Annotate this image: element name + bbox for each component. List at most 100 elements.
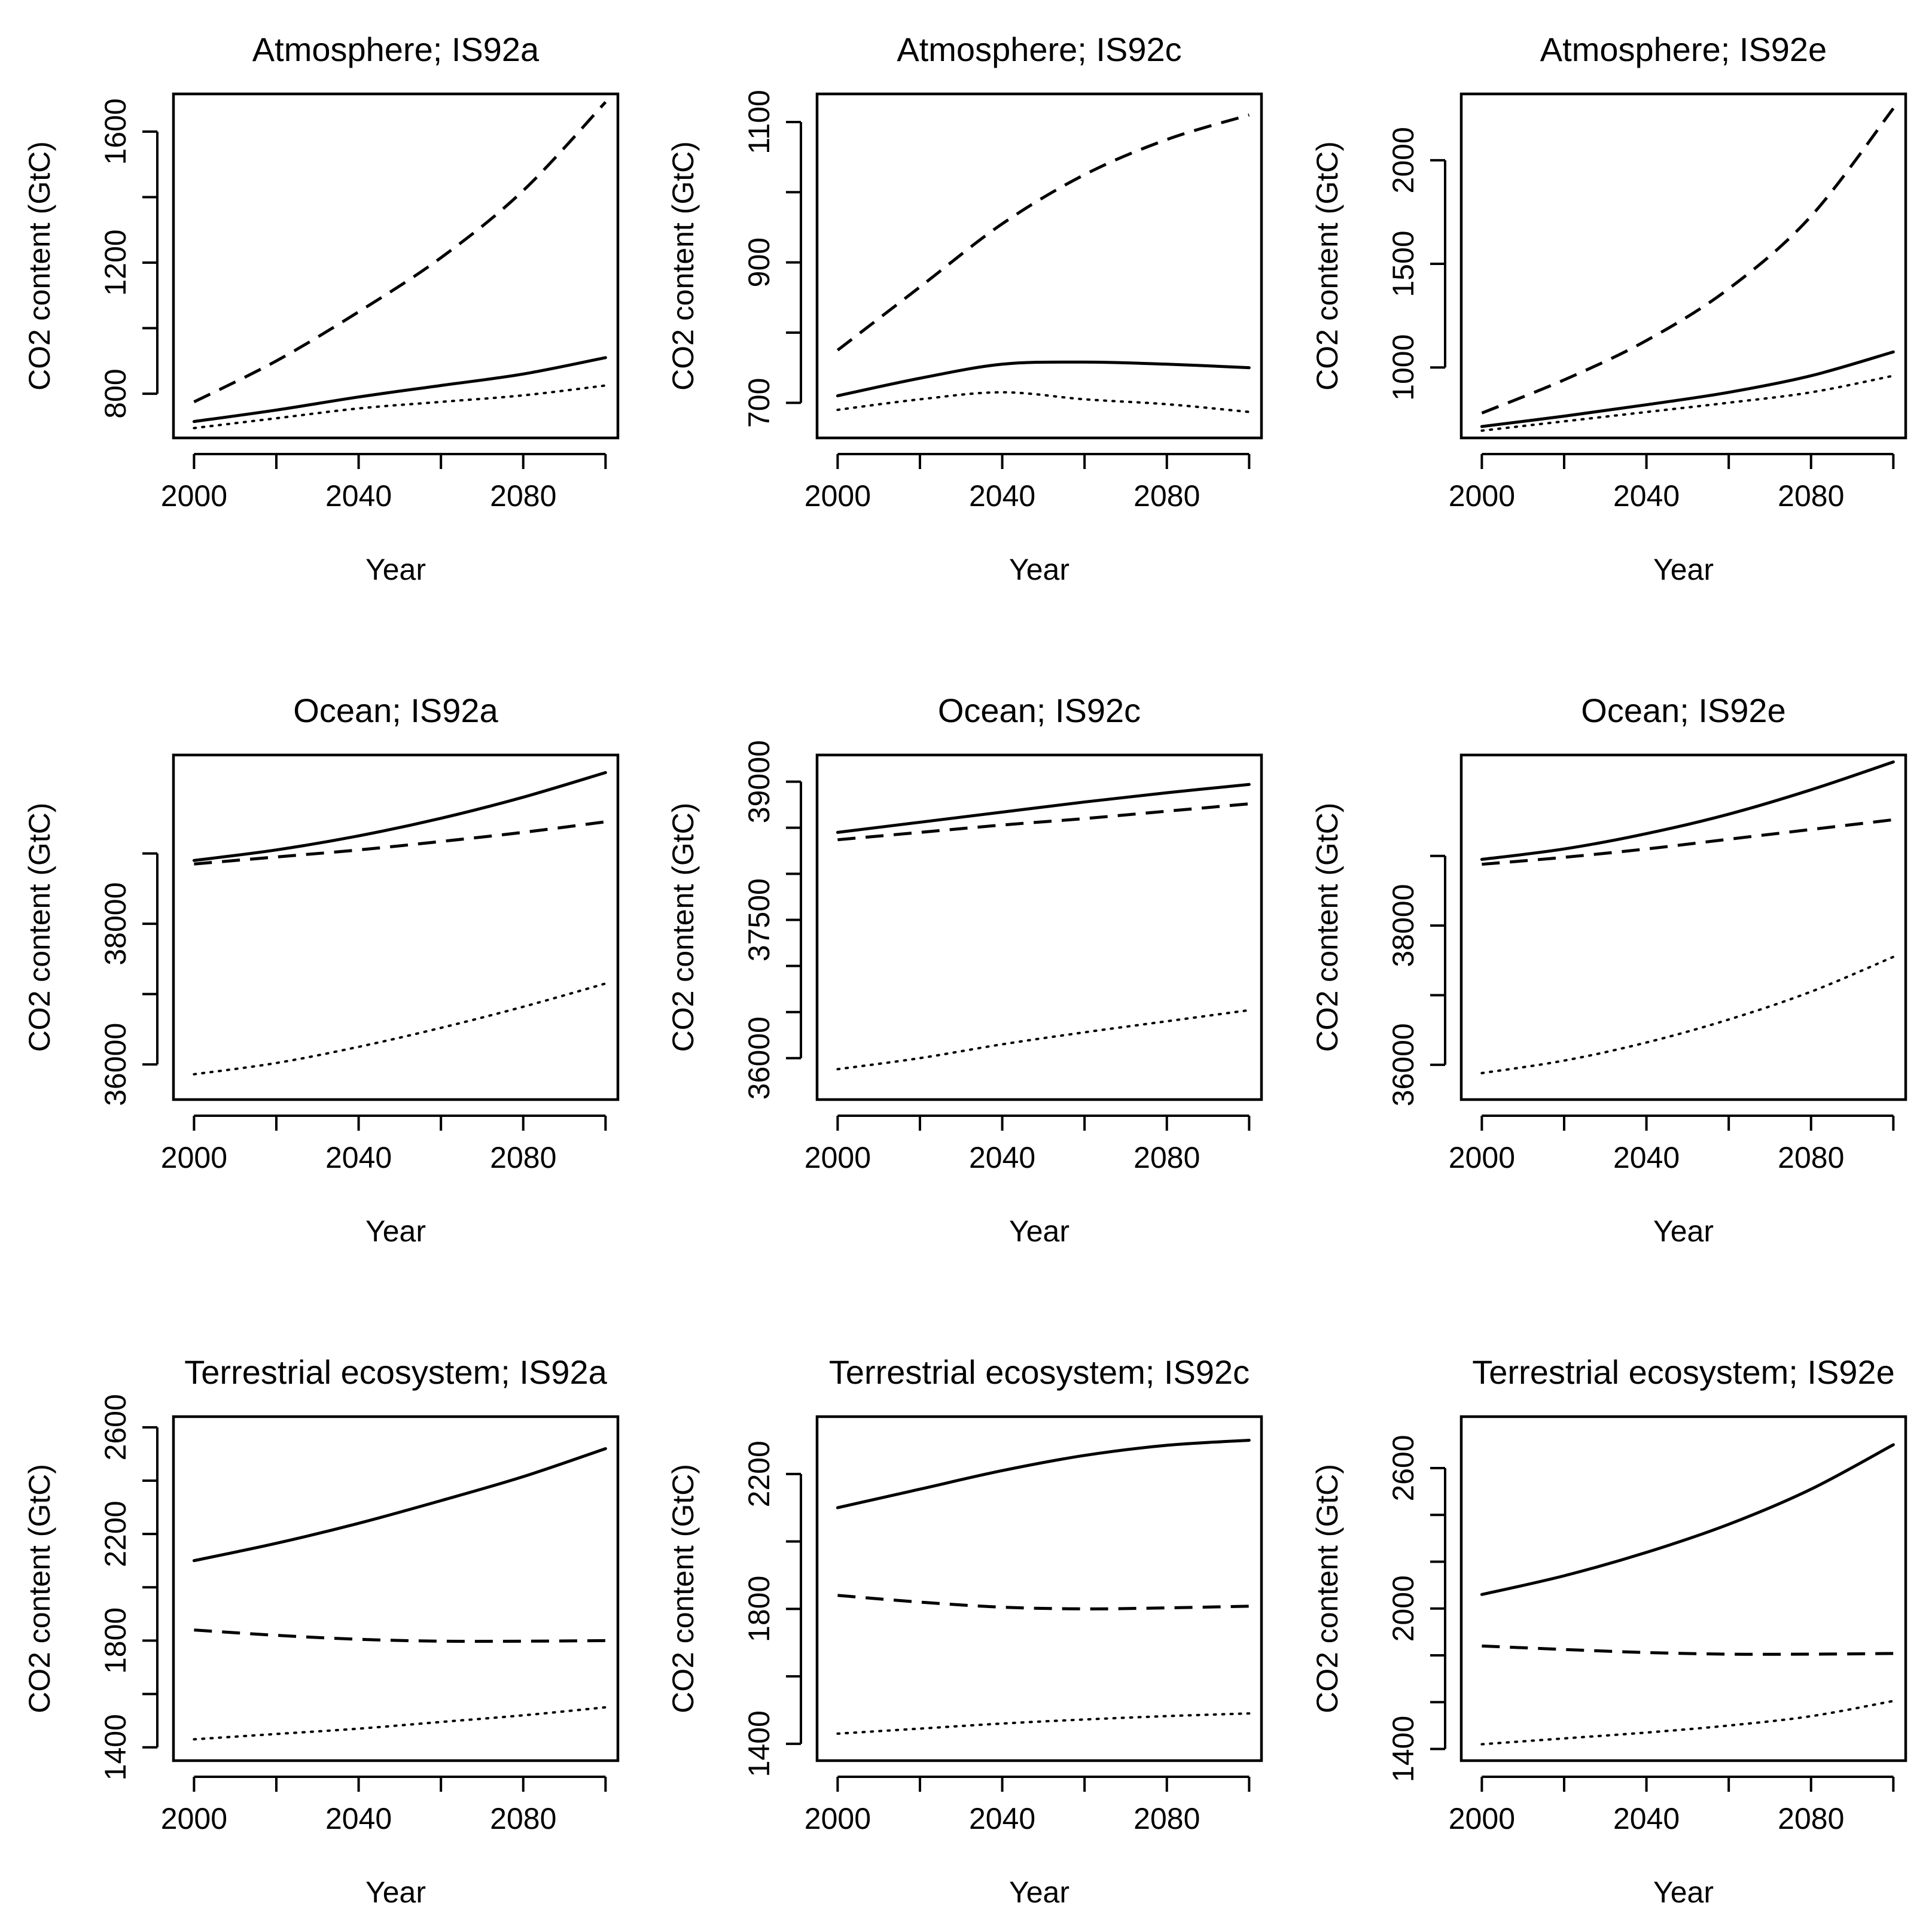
x-tick-label: 2000 — [1449, 1802, 1515, 1835]
y-tick-label: 1000 — [1386, 334, 1420, 401]
y-axis-label: CO2 content (GtC) — [1311, 803, 1344, 1052]
panel-1: Atmosphere; IS92a 2000 2040 2080 Year 800 1200… — [23, 31, 620, 586]
series-line-dotted — [836, 1009, 1251, 1071]
y-axis-label: CO2 content (GtC) — [1311, 141, 1344, 391]
x-tick-label: 2000 — [161, 1802, 227, 1835]
x-tick-label: 2000 — [805, 1802, 871, 1835]
y-tick-label: 36000 — [99, 1023, 132, 1106]
panel-7: Terrestrial ecosystem; IS92a 2000 2040 2080… — [23, 1353, 620, 1909]
series-line-dashed — [837, 1594, 1250, 1610]
panel-6: Ocean; IS92e 2000 2040 2080 Year 36000 38000 CO… — [1311, 692, 1907, 1248]
y-tick-label: 800 — [99, 369, 132, 418]
panel-3: Atmosphere; IS92e 2000 2040 2080 Year 1000 150… — [1311, 31, 1907, 586]
panel-2: Atmosphere; IS92c 2000 2040 2080 Year 700 900 1… — [666, 31, 1263, 586]
y-tick-label: 36000 — [1386, 1023, 1420, 1106]
plot-frame — [172, 92, 620, 440]
y-tick-label: 900 — [742, 238, 776, 287]
series-line-solid — [192, 1447, 607, 1563]
series-line-solid — [836, 1438, 1251, 1509]
panel-9: Terrestrial ecosystem; IS92e 2000 2040 2080… — [1311, 1353, 1907, 1909]
y-axis-label: CO2 content (GtC) — [23, 803, 56, 1052]
x-tick-label: 2080 — [1133, 1802, 1200, 1835]
y-tick-label: 37500 — [742, 878, 776, 961]
series-line-solid — [836, 783, 1251, 834]
x-axis-label: Year — [1009, 553, 1069, 586]
plot-frame — [815, 1415, 1263, 1762]
y-tick-label: 1500 — [1386, 230, 1420, 297]
y-tick-label: 1400 — [742, 1710, 776, 1777]
series-line-solid — [1480, 350, 1895, 428]
x-axis-label: Year — [365, 1875, 426, 1909]
panel-title: Atmosphere; IS92a — [252, 31, 540, 68]
panel-title: Atmosphere; IS92e — [1540, 31, 1827, 68]
y-axis-label: CO2 content (GtC) — [666, 141, 700, 391]
series-line-solid — [1480, 760, 1895, 861]
x-tick-label: 2080 — [490, 1141, 556, 1174]
panel-5: Ocean; IS92c 2000 2040 2080 Year 36000 37500 39… — [666, 692, 1263, 1248]
y-tick-label: 2200 — [99, 1501, 132, 1567]
series-line-dashed — [194, 1628, 606, 1643]
x-axis-label: Year — [1009, 1875, 1069, 1909]
y-axis-label: CO2 content (GtC) — [23, 141, 56, 391]
panel-title: Terrestrial ecosystem; IS92a — [184, 1353, 607, 1391]
x-tick-label: 2080 — [1778, 1141, 1844, 1174]
x-tick-label: 2040 — [969, 1802, 1035, 1835]
x-tick-label: 2040 — [1613, 1802, 1680, 1835]
y-tick-label: 2600 — [99, 1394, 132, 1460]
x-tick-label: 2000 — [805, 479, 871, 513]
y-tick-label: 2000 — [1386, 127, 1420, 193]
x-tick-label: 2000 — [805, 1141, 871, 1174]
x-tick-label: 2040 — [1613, 1141, 1680, 1174]
series-line-solid — [192, 356, 607, 424]
series-line-dashed — [837, 802, 1250, 842]
x-tick-label: 2000 — [161, 1141, 227, 1174]
plot-frame — [815, 753, 1263, 1101]
y-tick-label: 2000 — [1386, 1575, 1420, 1642]
y-tick-label: 1600 — [99, 98, 132, 165]
x-tick-label: 2040 — [325, 1802, 392, 1835]
series-line-dotted — [193, 982, 607, 1076]
series-line-dashed — [194, 820, 606, 866]
x-tick-label: 2080 — [490, 479, 556, 513]
plot-frame — [172, 753, 620, 1101]
y-axis-label: CO2 content (GtC) — [1311, 1464, 1344, 1713]
y-tick-label: 1100 — [742, 90, 776, 154]
panel-4: Ocean; IS92a 2000 2040 2080 Year 36000 38000 CO… — [23, 692, 620, 1248]
panel-title: Terrestrial ecosystem; IS92c — [829, 1353, 1250, 1391]
x-tick-label: 2080 — [1133, 1141, 1200, 1174]
x-axis-label: Year — [1653, 1875, 1714, 1909]
x-tick-label: 2040 — [969, 1141, 1035, 1174]
series-line-dashed — [193, 101, 607, 403]
series-line-dashed — [1482, 1644, 1894, 1656]
x-axis-label: Year — [1653, 553, 1714, 586]
y-tick-label: 38000 — [99, 882, 132, 966]
series-line-dashed — [1481, 107, 1895, 415]
y-tick-label: 1800 — [742, 1576, 776, 1642]
panel-title: Terrestrial ecosystem; IS92e — [1472, 1353, 1894, 1391]
x-tick-label: 2040 — [325, 1141, 392, 1174]
x-axis-label: Year — [365, 1214, 426, 1248]
panel-title: Atmosphere; IS92c — [897, 31, 1181, 68]
x-tick-label: 2040 — [1613, 479, 1680, 513]
plot-frame — [172, 1415, 620, 1762]
series-line-dashed — [836, 113, 1250, 352]
x-tick-label: 2080 — [1778, 479, 1844, 513]
plot-frame — [1459, 1415, 1907, 1762]
y-axis-label: CO2 content (GtC) — [666, 803, 700, 1052]
x-tick-label: 2000 — [161, 479, 227, 513]
y-axis-label: CO2 content (GtC) — [666, 1464, 700, 1713]
plot-frame — [1459, 753, 1907, 1101]
y-tick-label: 39000 — [742, 740, 776, 823]
x-tick-label: 2000 — [1449, 1141, 1515, 1174]
y-tick-label: 38000 — [1386, 884, 1420, 967]
x-tick-label: 2040 — [969, 479, 1035, 513]
plot-frame — [1459, 92, 1907, 440]
x-tick-label: 2080 — [1133, 479, 1200, 513]
x-axis-label: Year — [365, 553, 426, 586]
series-line-dashed — [1482, 818, 1894, 866]
panel-title: Ocean; IS92a — [293, 692, 498, 729]
y-tick-label: 1400 — [1386, 1716, 1420, 1782]
x-axis-label: Year — [1653, 1214, 1714, 1248]
